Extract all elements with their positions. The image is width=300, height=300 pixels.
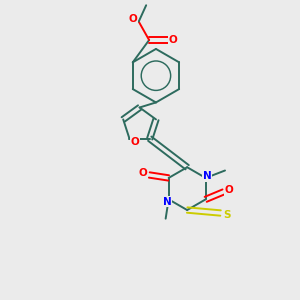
Text: S: S (223, 210, 231, 220)
Text: O: O (169, 35, 177, 45)
Text: O: O (224, 185, 233, 195)
Text: N: N (163, 197, 172, 207)
Text: O: O (129, 14, 138, 24)
Text: N: N (203, 172, 212, 182)
Text: O: O (130, 137, 139, 147)
Text: O: O (139, 169, 148, 178)
